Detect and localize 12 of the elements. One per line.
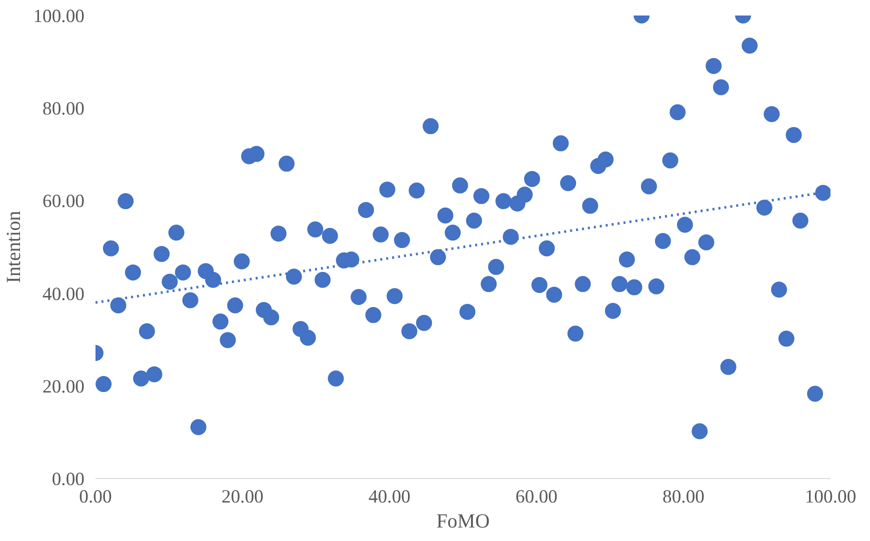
y-tick-label: 40.00 [42, 284, 85, 305]
y-tick-label: 20.00 [42, 376, 85, 398]
y-axis-title: Intention [3, 210, 26, 284]
x-tick-label: 100.00 [804, 486, 856, 508]
x-tick-label: 40.00 [368, 486, 410, 508]
y-tick-label: 100.00 [33, 6, 85, 27]
x-axis-title: FoMO [436, 510, 490, 532]
x-tick-label: 60.00 [516, 486, 558, 508]
y-tick-label: 80.00 [42, 98, 85, 120]
x-tick-label: 80.00 [662, 486, 704, 508]
x-tick-label: 20.00 [222, 486, 264, 508]
y-tick-label: 60.00 [42, 191, 85, 212]
